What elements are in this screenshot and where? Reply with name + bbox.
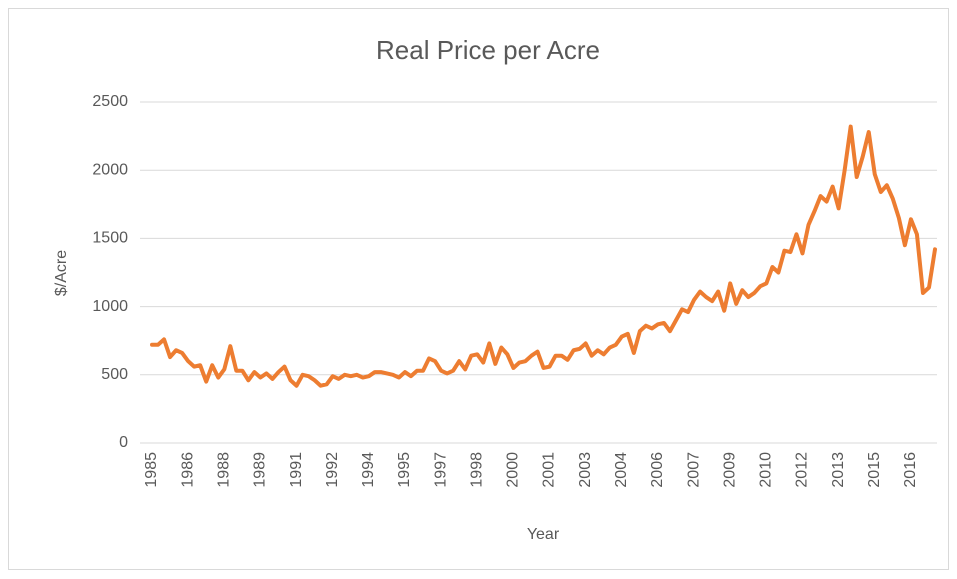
x-tick-label: 2000: [505, 452, 522, 488]
x-tick-label: 1988: [215, 452, 232, 488]
y-tick-label: 500: [101, 366, 128, 383]
x-tick-label: 1998: [468, 452, 485, 488]
line-series: [150, 124, 937, 388]
x-tick-label: 2003: [577, 452, 594, 488]
x-tick-label: 2012: [794, 452, 811, 488]
x-tick-label: 2015: [866, 452, 883, 488]
y-axis-title: $/Acre: [53, 250, 70, 296]
x-tick-label: 2009: [721, 452, 738, 488]
x-tick-label: 1986: [179, 452, 196, 488]
x-tick-label: 1995: [396, 452, 413, 488]
x-tick-label: 1997: [432, 452, 449, 488]
x-tick-label: 1985: [143, 452, 160, 488]
y-tick-label: 1500: [92, 230, 128, 247]
x-tick-label: 1991: [288, 452, 305, 488]
x-tick-label: 2016: [902, 452, 919, 488]
x-tick-label: 2007: [685, 452, 702, 488]
chart-title: Real Price per Acre: [376, 35, 600, 65]
x-axis-title: Year: [527, 526, 560, 543]
x-tick-label: 2010: [758, 452, 775, 488]
x-tick-label: 2004: [613, 452, 630, 488]
x-tick-label: 2001: [541, 452, 558, 488]
x-tick-label: 1992: [324, 452, 341, 488]
x-tick-label: 1989: [252, 452, 269, 488]
x-tick-label: 2013: [830, 452, 847, 488]
y-tick-label: 0: [119, 434, 128, 451]
y-tick-label: 2000: [92, 161, 128, 178]
x-tick-label: 2006: [649, 452, 666, 488]
x-tick-label: 1994: [360, 452, 377, 488]
y-tick-label: 1000: [92, 298, 128, 315]
y-tick-label: 2500: [92, 93, 128, 110]
